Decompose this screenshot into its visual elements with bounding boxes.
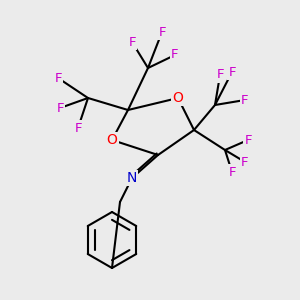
Text: N: N	[127, 171, 137, 185]
Text: F: F	[54, 71, 62, 85]
Text: F: F	[74, 122, 82, 134]
Text: F: F	[241, 94, 249, 106]
Text: F: F	[244, 134, 252, 146]
Text: F: F	[216, 68, 224, 82]
Text: F: F	[128, 35, 136, 49]
Text: O: O	[172, 91, 183, 105]
Text: F: F	[228, 65, 236, 79]
Text: F: F	[171, 49, 179, 62]
Text: O: O	[106, 133, 117, 147]
Text: F: F	[158, 26, 166, 38]
Text: F: F	[56, 101, 64, 115]
Text: F: F	[241, 155, 249, 169]
Text: F: F	[228, 166, 236, 178]
